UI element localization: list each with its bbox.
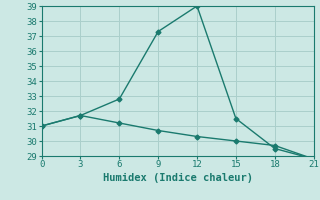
X-axis label: Humidex (Indice chaleur): Humidex (Indice chaleur) — [103, 173, 252, 183]
